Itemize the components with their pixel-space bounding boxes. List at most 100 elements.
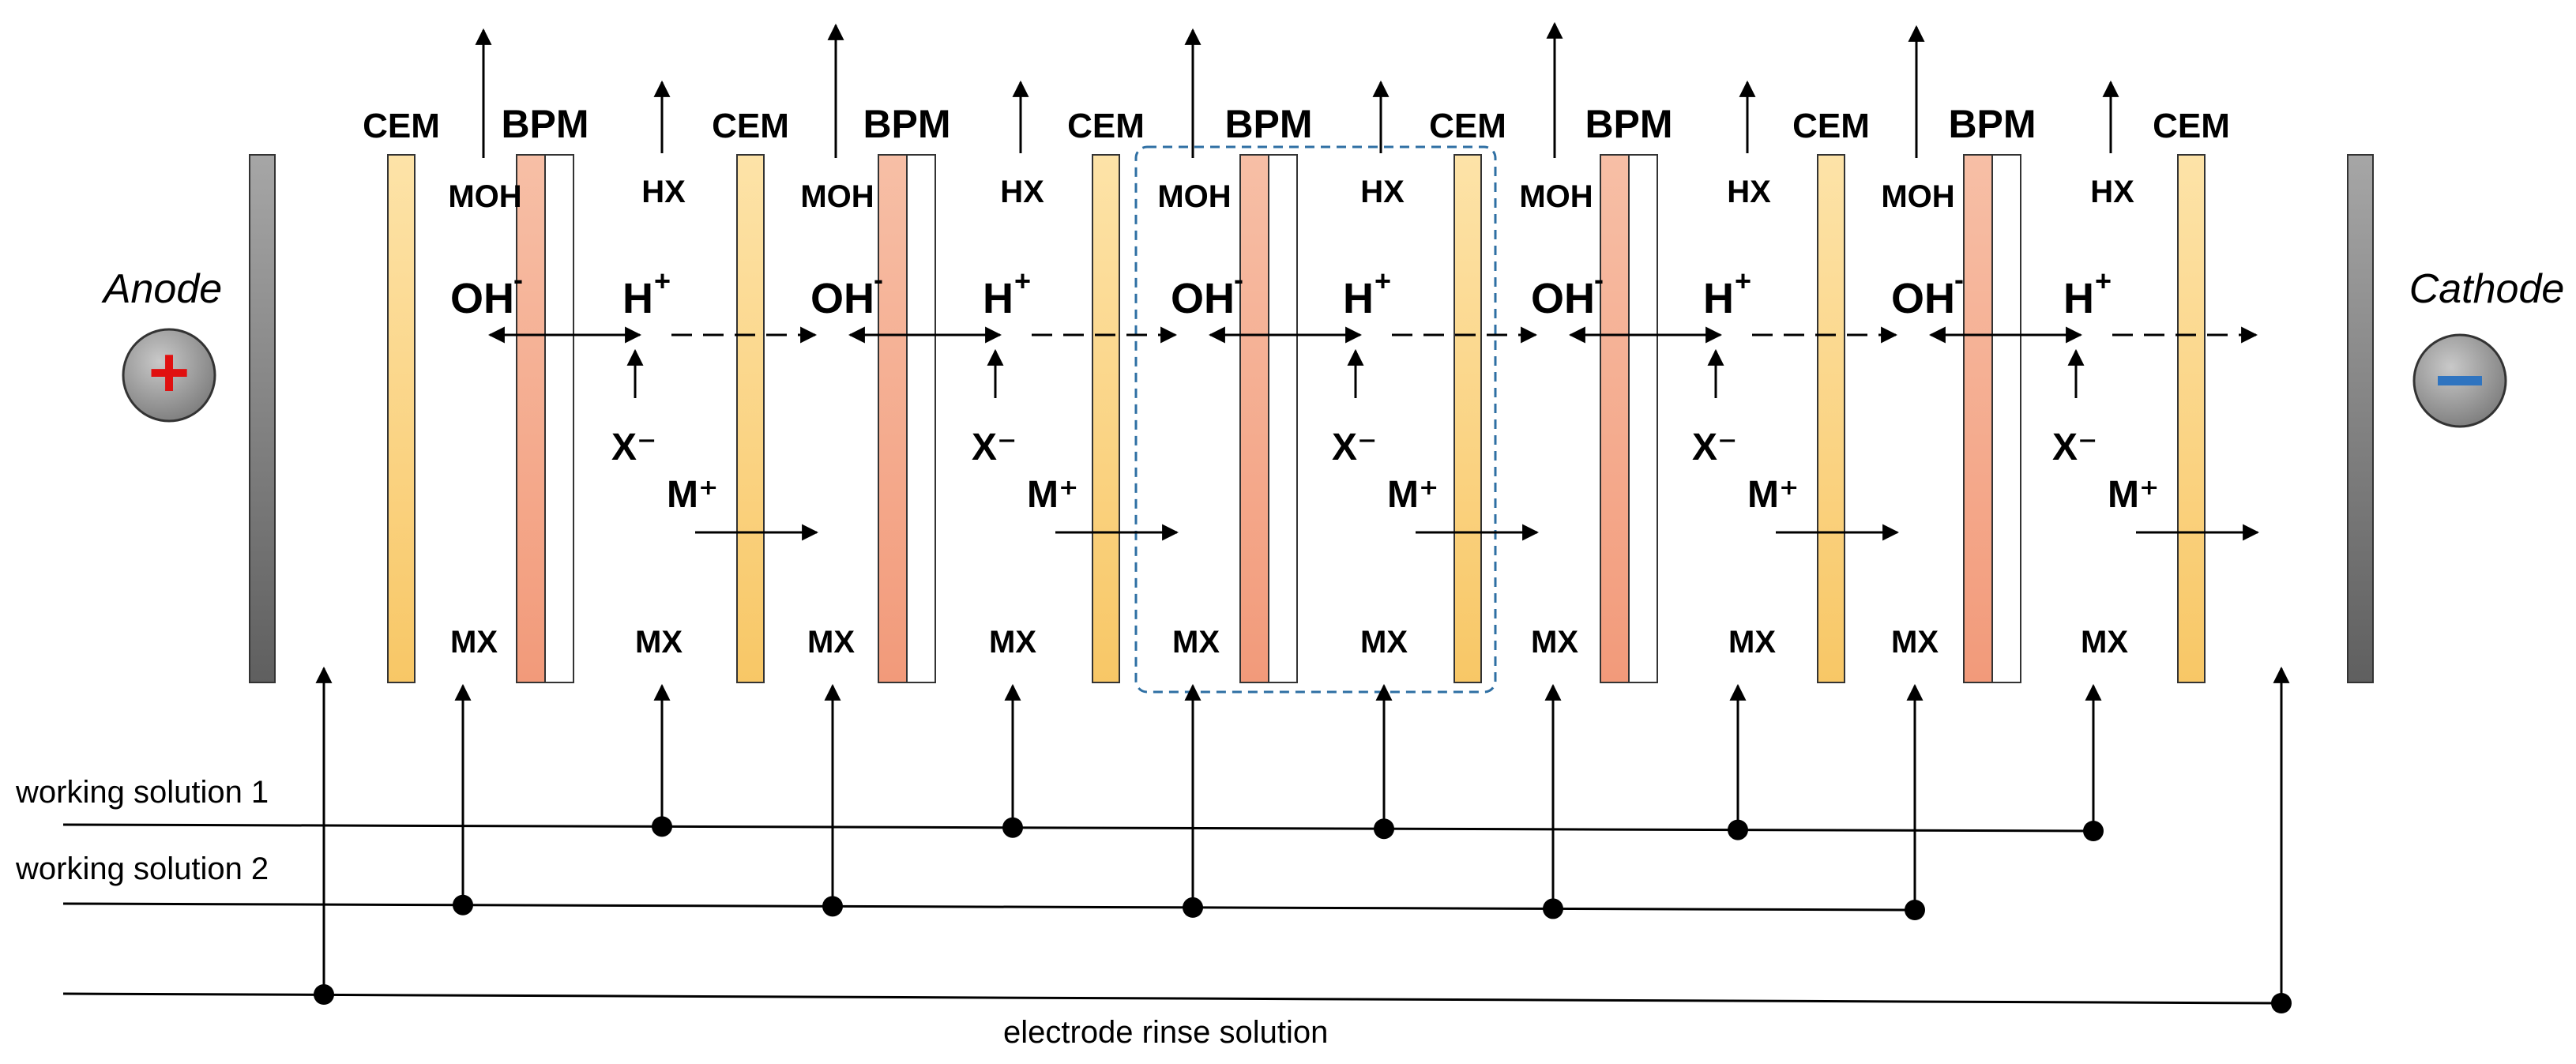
working-solution-2-line [62,902,1916,912]
cation-label: M⁺ [2108,474,2159,516]
electrode-rinse-solution-label: electrode rinse solution [1003,1015,1328,1050]
proton-charge: + [1735,265,1751,297]
bpm-anion-layer [1268,154,1298,683]
cem-label: CEM [712,107,789,145]
mx-label: MX [450,625,498,660]
proton-charge: + [654,265,671,297]
moh-label: MOH [1881,179,1954,214]
cation-label: M⁺ [1027,474,1078,516]
junction-dot [652,816,672,837]
cem-membrane [1817,154,1845,683]
mx-label: MX [2081,625,2128,660]
cathode-plate [2347,154,2374,683]
hx-label: HX [1000,175,1044,209]
mx-label: MX [1891,625,1939,660]
hydroxide-charge: - [1234,263,1243,295]
membranes: CEM CEM CEM CEM CEM CEM BPM BPM BPM BPM BPM [363,102,2230,683]
hydroxide-ion-label: OH [450,275,514,322]
proton-charge: + [1014,265,1031,297]
cem-label: CEM [363,107,440,145]
bpm-label: BPM [501,102,589,146]
bpm-cation-layer [1600,154,1630,683]
anion-label: X⁻ [611,427,656,468]
cem-membrane [736,154,765,683]
working-solution-1-line [62,823,2094,833]
mx-label: MX [1728,625,1776,660]
hydroxide-ion-label: OH [1891,275,1955,322]
bpm-label: BPM [1224,102,1312,146]
anion-label: X⁻ [2052,427,2097,468]
hydroxide-ion-label: OH [810,275,874,322]
anode-label: Anode [101,266,222,312]
moh-label: MOH [448,179,521,214]
junction-dot [2271,993,2292,1013]
cathode: Cathode [2347,154,2565,683]
cem-label: CEM [1429,107,1506,145]
proton-charge: + [2095,265,2112,297]
hydroxide-charge: - [874,263,883,295]
mx-label: MX [989,625,1036,660]
hydroxide-ion-label: OH [1531,275,1595,322]
bpm-cation-layer [516,154,546,683]
hx-label: HX [1360,175,1405,209]
anion-label: X⁻ [972,427,1017,468]
junction-dot [314,984,334,1005]
cem-membrane [1453,154,1482,683]
bpm-cation-layer [1963,154,1993,683]
moh-label: MOH [1519,179,1593,214]
bpm-anion-layer [1628,154,1658,683]
junction-dot [1374,818,1394,840]
hx-label: HX [2090,175,2134,209]
proton-charge: + [1374,265,1391,297]
junction-dot [822,896,843,917]
junction-dot [1183,897,1203,918]
electrode-rinse-line [62,992,2282,1005]
working-solution-1-label: working solution 1 [15,775,269,810]
junction-dot [1543,898,1563,919]
repeat-unit-outline [1134,145,1497,694]
anode-sign-icon: + [149,333,190,412]
cathode-sign-icon [2438,376,2482,385]
bpm-label: BPM [1585,102,1672,146]
junction-dot [1728,819,1748,840]
cem-label: CEM [1067,107,1145,145]
anode-ball [122,328,216,423]
proton-ion-label: H [622,275,653,322]
hydroxide-charge: - [513,263,523,295]
ion-transport: OH - H +X⁻M⁺OH - H +X⁻M⁺OH - H +X⁻M⁺OH - H +X⁻M⁺OH - H… [450,263,2260,541]
mx-label: MX [807,625,855,660]
working-solution-2-label: working solution 2 [15,852,269,886]
cem-label: CEM [1792,107,1870,145]
junction-dot [1905,900,1925,920]
anion-label: X⁻ [1692,427,1737,468]
cation-label: M⁺ [1387,474,1438,516]
proton-ion-label: H [983,275,1013,322]
bpm-cation-layer [878,154,908,683]
cation-label: M⁺ [667,474,718,516]
feed-lines [62,666,2292,1013]
hydroxide-charge: - [1594,263,1604,295]
hx-label: HX [641,175,686,209]
moh-label: MOH [1157,179,1231,214]
cem-membrane [2177,154,2206,683]
proton-ion-label: H [2063,275,2094,322]
hydroxide-ion-label: OH [1171,275,1235,322]
bpm-anion-layer [544,154,574,683]
cation-label: M⁺ [1747,474,1799,516]
mx-label: MX [1531,625,1578,660]
cem-membrane [1092,154,1120,683]
bpm-anion-layer [906,154,936,683]
moh-label: MOH [800,179,874,214]
mx-label: MX [1360,625,1408,660]
bpm-anion-layer [1991,154,2021,683]
anode: + Anode [101,154,276,683]
cathode-label: Cathode [2409,266,2565,312]
hx-label: HX [1727,175,1771,209]
junction-dot [2083,821,2104,841]
junction-dot [453,894,473,915]
bpm-label: BPM [863,102,950,146]
mx-label: MX [1172,625,1220,660]
bpm-cation-layer [1239,154,1269,683]
